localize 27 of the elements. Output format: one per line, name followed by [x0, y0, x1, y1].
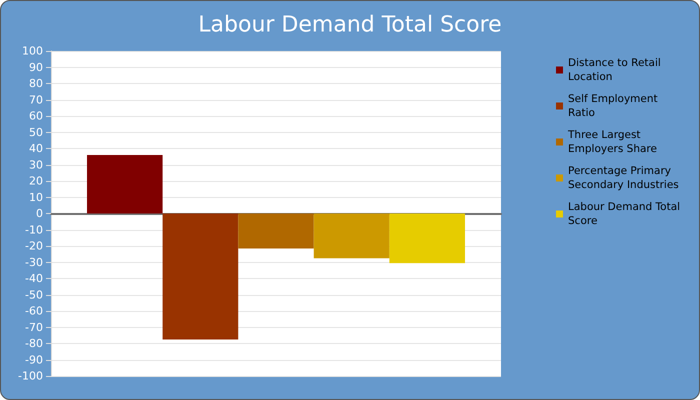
- legend-label: Percentage Primary Secondary Industries: [568, 165, 679, 191]
- y-tick-label: -50: [25, 288, 43, 302]
- legend-label: Self Employment Ratio: [568, 93, 661, 119]
- y-tick-label: -40: [25, 272, 43, 285]
- legend-label: Labour Demand Total Score: [568, 201, 684, 227]
- y-tick-label: -100: [18, 370, 43, 382]
- y-tick-label: 10: [29, 190, 43, 204]
- y-tick-label: -10: [25, 223, 43, 236]
- y-tick-label: -20: [25, 240, 43, 252]
- y-tick-label: -70: [25, 320, 43, 334]
- chart-title: Labour Demand Total Score: [198, 12, 502, 38]
- y-tick-label: -80: [25, 337, 43, 350]
- y-tick-label: 90: [29, 60, 43, 74]
- y-tick-label: 40: [29, 142, 43, 155]
- y-tick-label: 60: [29, 110, 43, 122]
- y-tick-label: 100: [22, 44, 43, 58]
- y-tick-label: 30: [29, 158, 43, 172]
- y-tick-label: -90: [25, 353, 43, 366]
- y-tick-label: -30: [25, 256, 43, 269]
- y-tick-label: -60: [25, 304, 43, 318]
- y-tick-label: 20: [29, 174, 43, 188]
- y-tick-label: 70: [29, 93, 43, 106]
- y-tick-label: 0: [36, 207, 43, 220]
- y-tick-label: 80: [29, 77, 43, 90]
- legend-label: Distance to Retail Location: [568, 57, 664, 83]
- y-tick-label: 50: [29, 126, 43, 139]
- legend-label: Three Largest Employers Share: [567, 129, 657, 155]
